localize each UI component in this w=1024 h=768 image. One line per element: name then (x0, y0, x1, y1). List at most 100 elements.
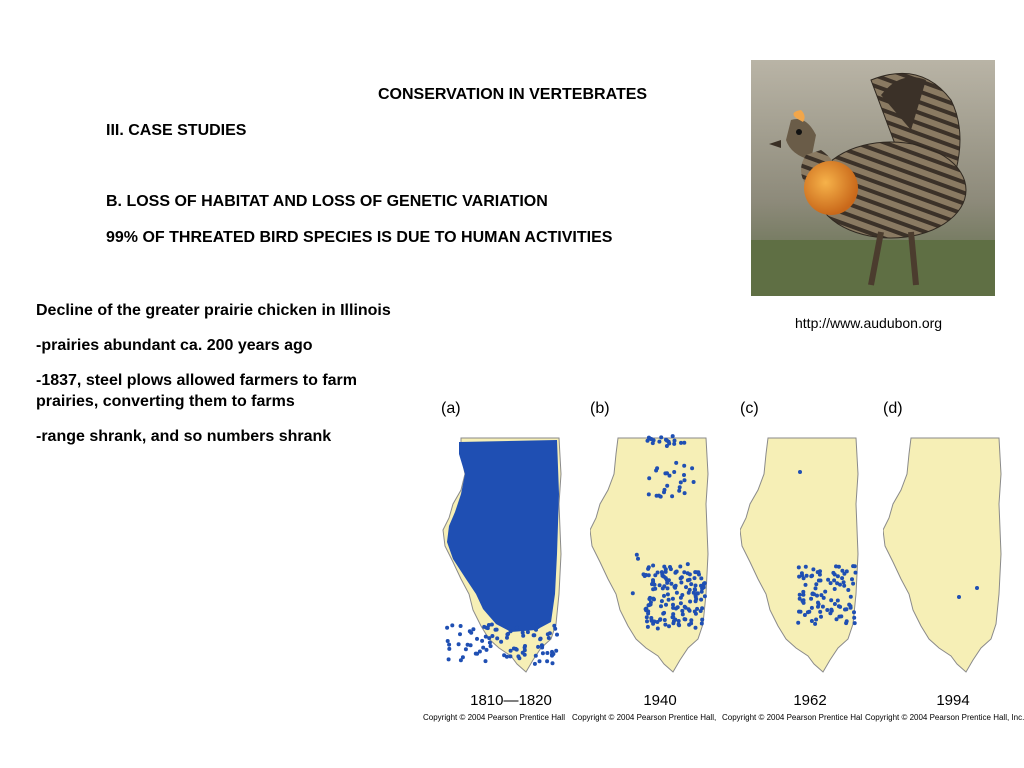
sighting-dot (689, 618, 694, 623)
sighting-dot (552, 623, 557, 628)
sighting-dot (671, 621, 676, 626)
sighting-dot (458, 624, 463, 628)
sighting-dot (477, 649, 482, 654)
sighting-dot (848, 594, 853, 599)
sighting-dot (975, 586, 979, 590)
sighting-dot (662, 487, 667, 492)
sighting-dot (663, 576, 668, 581)
section-heading: III. CASE STUDIES (106, 122, 247, 139)
sighting-dot (521, 633, 526, 638)
map-year: 1940 (643, 692, 677, 709)
sighting-dot (797, 596, 802, 601)
sighting-dot (702, 594, 707, 599)
sighting-dot (796, 565, 801, 570)
sighting-dot (673, 583, 678, 588)
sighting-dot (819, 614, 823, 619)
sighting-dot (655, 626, 660, 631)
sighting-dot (809, 596, 814, 601)
sighting-dot (840, 576, 845, 581)
sighting-dot (504, 654, 509, 659)
sighting-dot (814, 617, 819, 622)
sighting-dot (662, 618, 667, 622)
sighting-dot (814, 582, 819, 587)
sighting-dot (682, 617, 687, 622)
sighting-dot (671, 615, 676, 620)
sighting-dot (665, 483, 670, 488)
sighting-dot (445, 639, 450, 643)
sighting-dot (545, 659, 550, 664)
sighting-dot (852, 621, 857, 626)
panel-label: (b) (590, 400, 610, 417)
sighting-dot (657, 439, 662, 444)
sighting-dot (699, 597, 704, 602)
sighting-dot (832, 578, 837, 583)
sighting-dot (481, 645, 486, 650)
sighting-dot (852, 615, 857, 620)
sighting-dot (471, 627, 476, 632)
map-panel-a: (a) 1810—1820 Copyright © 2004 Pearson P… (423, 400, 581, 722)
sighting-dot (835, 574, 840, 579)
sighting-dot (506, 631, 511, 636)
sighting-dot (644, 615, 649, 620)
sighting-dot (841, 580, 846, 585)
illinois-outline (883, 437, 1002, 673)
sighting-dot (665, 438, 669, 443)
sighting-dot (823, 589, 828, 594)
sighting-dot (480, 638, 485, 643)
sighting-dot (797, 592, 802, 597)
sighting-dot (699, 621, 704, 626)
sighting-dot (691, 590, 696, 595)
sighting-dot (490, 634, 495, 638)
statement-text: 99% OF THREATED BIRD SPECIES IS DUE TO H… (106, 229, 613, 246)
sighting-dot (672, 438, 677, 443)
sighting-dot (649, 616, 654, 620)
sighting-dot (676, 622, 681, 627)
sighting-dot (537, 659, 542, 664)
illinois-outline (590, 437, 709, 673)
sighting-dot (463, 647, 468, 652)
sighting-dot (844, 619, 849, 624)
sighting-dot (829, 598, 834, 603)
sighting-dot (648, 600, 653, 605)
sighting-dot (832, 572, 837, 577)
range-area (447, 440, 559, 632)
sighting-dot (458, 658, 463, 663)
illinois-map-c (740, 437, 859, 673)
sighting-dot (667, 441, 672, 446)
sighting-dot (798, 609, 803, 614)
sighting-dot (651, 596, 656, 601)
bullet-item: -prairies abundant ca. 200 years ago (36, 337, 313, 354)
sighting-dot (828, 581, 833, 586)
sighting-dot (525, 630, 530, 635)
panel-label: (c) (740, 400, 759, 417)
sighting-dot (815, 593, 819, 598)
sighting-dot (671, 602, 675, 607)
sighting-dot (662, 593, 666, 598)
sighting-dot (460, 655, 465, 660)
sighting-dot (810, 592, 815, 596)
sighting-dot (538, 637, 543, 642)
sighting-dot (695, 591, 700, 596)
sighting-dot (555, 632, 559, 637)
sighting-dot (678, 576, 683, 581)
subsection-heading: B. LOSS OF HABITAT AND LOSS OF GENETIC V… (106, 193, 548, 210)
sighting-dot (826, 577, 831, 582)
sighting-dot (679, 440, 683, 445)
sighting-dot (475, 636, 479, 641)
sighting-dot (842, 571, 847, 576)
map-year: 1994 (936, 692, 970, 709)
sighting-dot (835, 598, 840, 603)
sighting-dot (516, 654, 521, 659)
sighting-dot (671, 612, 676, 617)
sighting-dot (678, 480, 683, 485)
sighting-dot (646, 565, 651, 570)
sighting-dot (815, 570, 820, 575)
sighting-dot (694, 570, 699, 575)
sighting-dot (672, 441, 677, 446)
sighting-dot (677, 488, 682, 493)
sighting-dot (489, 622, 494, 627)
sighting-dot (483, 634, 488, 639)
sighting-dot (682, 478, 687, 483)
sighting-dot (691, 480, 696, 484)
sighting-dot (682, 440, 687, 445)
